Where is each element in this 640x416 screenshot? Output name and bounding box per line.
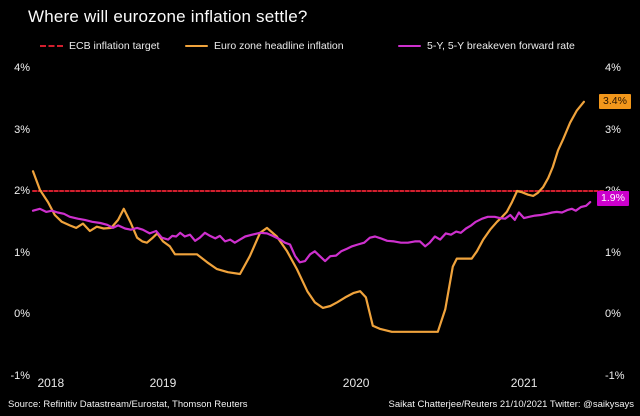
y-tick-left-0: 0% [14, 308, 30, 320]
legend-item-headline-inflation: Euro zone headline inflation [185, 40, 344, 52]
series-line-euro-zone-headline-inflation [31, 100, 586, 333]
y-tick-left--1: -1% [10, 369, 30, 382]
x-tick-2021: 2021 [510, 376, 538, 390]
source-note: Source: Refinitiv Datastream/Eurostat, T… [8, 399, 248, 410]
y-tick-right-0: 0% [605, 308, 621, 320]
legend: ECB inflation target Euro zone headline … [0, 40, 640, 54]
solid-line-swatch-icon [398, 44, 421, 48]
series-line-5-y-5-y-breakeven-forward-rate [31, 201, 592, 264]
y-tick-right-1: 1% [605, 246, 621, 259]
y-tick-left-2: 2% [14, 185, 30, 197]
y-tick-right-4: 4% [605, 62, 621, 74]
y-tick-left-1: 1% [14, 246, 30, 259]
legend-label: ECB inflation target [69, 40, 160, 52]
x-tick-2019: 2019 [149, 376, 177, 390]
solid-line-swatch-icon [185, 44, 208, 48]
chart-title: Where will eurozone inflation settle? [28, 7, 308, 26]
y-tick-right-3: 3% [605, 123, 621, 136]
dashed-line-swatch-icon [40, 45, 63, 47]
value-badge-breakeven-rate: 1.9% [597, 191, 629, 206]
credit-note: Saikat Chatterjee/Reuters 21/10/2021 Twi… [388, 399, 634, 410]
legend-label: 5-Y, 5-Y breakeven forward rate [427, 40, 575, 52]
legend-item-breakeven-rate: 5-Y, 5-Y breakeven forward rate [398, 40, 575, 52]
y-tick-left-4: 4% [14, 62, 30, 74]
y-tick-right--1: -1% [605, 369, 625, 382]
x-tick-2018: 2018 [37, 376, 65, 390]
legend-label: Euro zone headline inflation [214, 40, 344, 52]
value-badge-headline-inflation: 3.4% [599, 94, 631, 109]
x-tick-2020: 2020 [342, 376, 370, 390]
y-tick-left-3: 3% [14, 123, 30, 136]
legend-item-ecb-target: ECB inflation target [40, 40, 159, 52]
